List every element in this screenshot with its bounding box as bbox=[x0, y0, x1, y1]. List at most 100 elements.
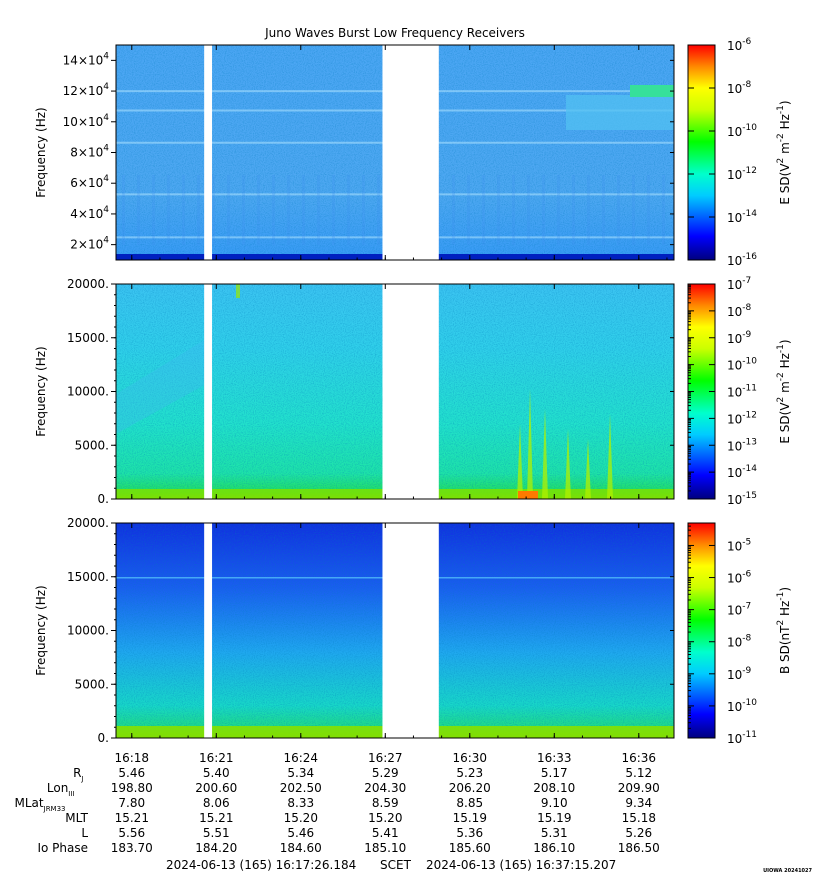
y-tick-label: 0. bbox=[98, 492, 109, 506]
colorbar-tick-label: 10-7 bbox=[727, 602, 751, 618]
panel-3: 0. 5000. 10000. 15000. 20000. Frequency (Hz) 1… bbox=[34, 516, 792, 746]
burst-spike bbox=[517, 424, 523, 499]
ephemeris-label: LonIII bbox=[47, 781, 75, 798]
ephemeris-value: 186.10 bbox=[533, 841, 575, 855]
ephemeris-value: 209.90 bbox=[618, 781, 660, 795]
ephemeris-value: 5.17 bbox=[541, 766, 568, 780]
y-tick-label: 8×104 bbox=[70, 144, 109, 160]
vertical-streak bbox=[332, 175, 335, 245]
colorbar-tick-label: 10-8 bbox=[727, 303, 752, 319]
ephemeris-value: 184.20 bbox=[195, 841, 237, 855]
ephemeris-value: 15.21 bbox=[199, 811, 233, 825]
time-range-start: 2024-06-13 (165) 16:17:26.184 bbox=[166, 858, 356, 872]
ephemeris-value: 5.23 bbox=[456, 766, 483, 780]
y-tick-label: 2×104 bbox=[70, 236, 109, 252]
ephemeris-label: Io Phase bbox=[37, 841, 88, 855]
y-tick-label: 20000. bbox=[67, 277, 109, 291]
y-axis-label: Frequency (Hz) bbox=[34, 346, 48, 437]
vertical-streak bbox=[347, 175, 350, 245]
colorbar-label: E SD(V2 m-2 Hz-1) bbox=[776, 339, 792, 443]
colorbar-tick-label: 10-10 bbox=[727, 357, 757, 373]
ephemeris-value: 15.19 bbox=[453, 811, 487, 825]
watermark: UIOWA 20241027 bbox=[763, 868, 812, 874]
colorbar-tick-label: 10-8 bbox=[727, 634, 752, 650]
ephemeris-value: 15.21 bbox=[115, 811, 149, 825]
vertical-streak bbox=[632, 175, 635, 245]
time-axis: 16:18 16:21 16:24 16:27 16:30 16:33 16:36 bbox=[114, 751, 656, 765]
colorbar-tick-label: 10-11 bbox=[727, 384, 757, 400]
vertical-streak bbox=[302, 175, 305, 245]
vertical-streak bbox=[572, 175, 575, 245]
ephemeris-value: 186.50 bbox=[618, 841, 660, 855]
y-tick-label: 15000. bbox=[67, 331, 109, 345]
ephemeris-value: 206.20 bbox=[449, 781, 491, 795]
vertical-streak bbox=[587, 175, 590, 245]
panel-1-colorbar bbox=[687, 44, 716, 261]
colorbar-label: E SD(V2 m-2 Hz-1) bbox=[776, 100, 792, 204]
time-tick-label: 16:27 bbox=[368, 751, 403, 765]
panels: 2×104 4×104 6×104 8×104 10×104 12×104 14×104 Fr… bbox=[34, 37, 792, 746]
y-axis-label: Frequency (Hz) bbox=[34, 107, 48, 198]
ephemeris-table: RJ 5.46 5.40 5.34 5.29 5.23 5.17 5.12 LonIII 198.… bbox=[15, 766, 660, 855]
ephemeris-value: 8.59 bbox=[372, 796, 399, 810]
time-tick-label: 16:18 bbox=[114, 751, 149, 765]
ephemeris-label: L bbox=[81, 826, 88, 840]
y-axis-label: Frequency (Hz) bbox=[34, 585, 48, 676]
colorbar-tick-label: 10-13 bbox=[727, 437, 757, 453]
y-tick-label: 4×104 bbox=[70, 205, 109, 221]
y-tick-label: 5000. bbox=[75, 677, 109, 691]
ephemeris-value: 208.10 bbox=[533, 781, 575, 795]
vertical-streak bbox=[647, 175, 650, 245]
colorbar-tick-label: 10-14 bbox=[727, 209, 757, 225]
y-tick-label: 0. bbox=[98, 731, 109, 745]
ephemeris-value: 9.34 bbox=[625, 796, 652, 810]
vertical-streak bbox=[182, 175, 185, 245]
time-tick-label: 16:30 bbox=[452, 751, 487, 765]
colorbar-tick-label: 10-11 bbox=[727, 730, 757, 746]
ephemeris-value: 7.80 bbox=[118, 796, 145, 810]
vertical-streak bbox=[227, 175, 230, 245]
colorbar-tick-label: 10-9 bbox=[727, 330, 752, 346]
burst-spike bbox=[565, 429, 571, 499]
vertical-streak bbox=[122, 175, 125, 245]
ephemeris-value: 5.29 bbox=[372, 766, 399, 780]
figure-title: Juno Waves Burst Low Frequency Receivers bbox=[264, 26, 525, 40]
vertical-streak bbox=[167, 175, 170, 245]
burst-spike bbox=[527, 389, 533, 499]
colorbar-tick-label: 10-9 bbox=[727, 666, 752, 682]
vertical-streak bbox=[377, 175, 380, 245]
time-tick-label: 16:36 bbox=[621, 751, 656, 765]
ephemeris-label: RJ bbox=[73, 766, 83, 783]
colorbar-tick-label: 10-5 bbox=[727, 537, 751, 553]
emission-band-strong bbox=[630, 85, 674, 97]
y-tick-label: 6×104 bbox=[70, 174, 109, 190]
ephemeris-value: 200.60 bbox=[195, 781, 237, 795]
vertical-streak bbox=[212, 175, 215, 245]
vertical-streak bbox=[677, 175, 680, 245]
y-tick-label: 10×104 bbox=[63, 113, 110, 129]
ephemeris-value: 5.46 bbox=[118, 766, 145, 780]
time-tick-label: 16:21 bbox=[199, 751, 234, 765]
vertical-streak bbox=[482, 175, 485, 245]
vertical-streak bbox=[287, 175, 290, 245]
vertical-streak bbox=[272, 175, 275, 245]
ephemeris-value: 204.30 bbox=[364, 781, 406, 795]
ephemeris-value: 5.51 bbox=[203, 826, 230, 840]
spike-top bbox=[236, 284, 240, 298]
whistler-feature bbox=[116, 339, 206, 434]
ephemeris-value: 15.18 bbox=[622, 811, 656, 825]
emission-band bbox=[566, 95, 674, 130]
data-gap bbox=[382, 284, 439, 499]
ephemeris-label: MLatJRM33 bbox=[15, 796, 66, 813]
data-gap bbox=[204, 284, 213, 499]
data-gap bbox=[204, 523, 213, 738]
burst-hotspot bbox=[518, 491, 538, 499]
ephemeris-value: 15.19 bbox=[537, 811, 571, 825]
y-tick-label: 10000. bbox=[67, 624, 109, 638]
ephemeris-value: 185.60 bbox=[449, 841, 491, 855]
ephemeris-value: 5.31 bbox=[541, 826, 568, 840]
ephemeris-value: 8.06 bbox=[203, 796, 230, 810]
time-tick-label: 16:33 bbox=[537, 751, 572, 765]
colorbar-tick-label: 10-6 bbox=[727, 570, 752, 586]
